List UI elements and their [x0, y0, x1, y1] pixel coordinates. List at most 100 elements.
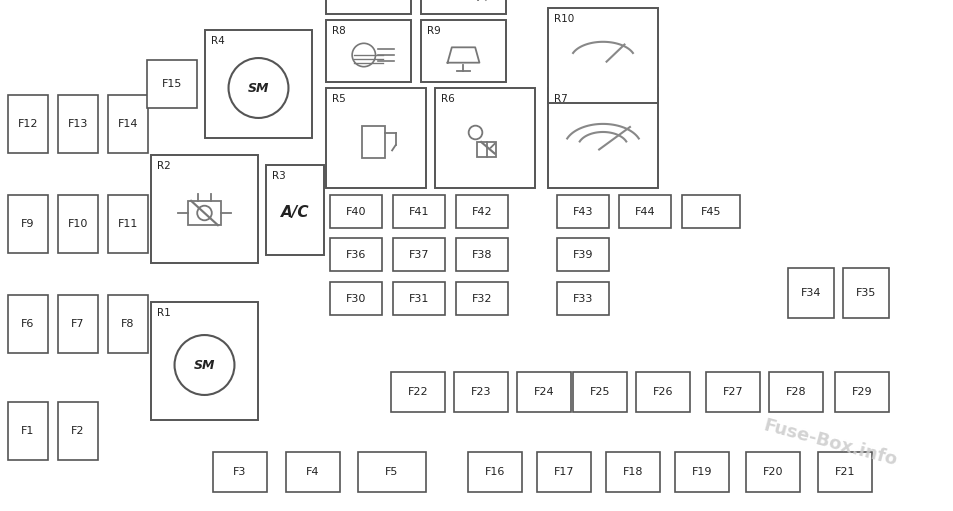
Text: SM: SM	[248, 81, 269, 95]
Circle shape	[174, 335, 234, 395]
Bar	[8, 402, 48, 460]
Bar	[151, 302, 257, 420]
Text: F24: F24	[533, 387, 554, 397]
Text: Fuse-Box.info: Fuse-Box.info	[760, 416, 898, 470]
Text: R10: R10	[554, 14, 574, 24]
Bar	[547, 88, 658, 188]
Bar	[330, 238, 381, 271]
Text: F38: F38	[471, 249, 492, 260]
Bar	[605, 452, 659, 492]
Bar	[286, 452, 339, 492]
Text: F18: F18	[622, 467, 642, 477]
Text: F21: F21	[834, 467, 854, 477]
Bar	[618, 195, 670, 228]
Text: F26: F26	[652, 387, 673, 397]
Text: F39: F39	[572, 249, 593, 260]
Text: F20: F20	[762, 467, 782, 477]
Text: F23: F23	[470, 387, 491, 397]
Text: F11: F11	[117, 219, 138, 229]
Bar	[681, 195, 740, 228]
Bar	[573, 372, 626, 412]
Text: R9: R9	[427, 26, 440, 36]
Text: F33: F33	[572, 293, 593, 304]
Bar	[108, 295, 148, 353]
Text: F17: F17	[553, 467, 574, 477]
Bar	[357, 452, 426, 492]
Text: R4: R4	[211, 36, 225, 46]
Bar	[8, 195, 48, 253]
Bar	[557, 282, 608, 315]
Text: F14: F14	[117, 119, 138, 129]
Bar	[391, 372, 444, 412]
Text: F35: F35	[855, 288, 875, 298]
Bar	[705, 372, 760, 412]
Text: F32: F32	[471, 293, 492, 304]
Text: R7: R7	[554, 94, 567, 104]
Text: R5: R5	[332, 94, 345, 104]
Text: F6: F6	[21, 319, 34, 329]
Text: R6: R6	[440, 94, 455, 104]
Bar	[213, 452, 267, 492]
Bar	[842, 268, 888, 318]
Bar	[108, 195, 148, 253]
Bar	[547, 8, 658, 103]
Text: F13: F13	[68, 119, 88, 129]
Bar	[58, 95, 98, 153]
Text: F4: F4	[306, 467, 319, 477]
Text: F15: F15	[162, 79, 182, 89]
Bar	[205, 30, 312, 138]
Bar	[266, 165, 324, 255]
Bar	[151, 155, 257, 263]
Text: F3: F3	[233, 467, 247, 477]
Text: F29: F29	[851, 387, 871, 397]
Bar	[456, 195, 507, 228]
Bar	[326, 88, 426, 188]
Bar	[420, 20, 505, 82]
Text: F16: F16	[484, 467, 505, 477]
Text: F41: F41	[408, 206, 429, 217]
Text: F42: F42	[471, 206, 492, 217]
Text: F8: F8	[121, 319, 134, 329]
Bar	[330, 282, 381, 315]
Bar	[768, 372, 822, 412]
Text: SM: SM	[193, 359, 215, 371]
Bar	[393, 282, 444, 315]
Text: F28: F28	[785, 387, 805, 397]
Bar	[787, 268, 833, 318]
Text: F12: F12	[18, 119, 38, 129]
Bar	[456, 238, 507, 271]
Bar	[362, 126, 385, 158]
Bar	[817, 452, 871, 492]
Text: F1: F1	[21, 426, 34, 436]
Bar	[58, 295, 98, 353]
Text: F36: F36	[345, 249, 366, 260]
Bar	[454, 372, 507, 412]
Circle shape	[229, 58, 288, 118]
Bar	[537, 452, 590, 492]
Text: A/C: A/C	[280, 204, 309, 220]
Bar	[108, 95, 148, 153]
Bar	[456, 282, 507, 315]
Text: F34: F34	[800, 288, 821, 298]
Bar	[517, 372, 571, 412]
Bar	[330, 195, 381, 228]
Text: F37: F37	[408, 249, 429, 260]
Bar	[435, 88, 535, 188]
Text: F7: F7	[71, 319, 85, 329]
Bar	[675, 452, 728, 492]
Bar	[557, 195, 608, 228]
Bar	[326, 20, 411, 82]
Text: R1: R1	[157, 308, 171, 318]
Bar	[745, 452, 800, 492]
Bar	[468, 452, 521, 492]
Bar	[834, 372, 888, 412]
Text: F19: F19	[691, 467, 712, 477]
Bar	[636, 372, 689, 412]
Bar	[8, 295, 48, 353]
Text: F25: F25	[589, 387, 610, 397]
Text: F31: F31	[409, 293, 429, 304]
Text: F30: F30	[345, 293, 366, 304]
Bar	[326, 0, 411, 14]
Bar	[58, 402, 98, 460]
Text: F45: F45	[700, 206, 720, 217]
